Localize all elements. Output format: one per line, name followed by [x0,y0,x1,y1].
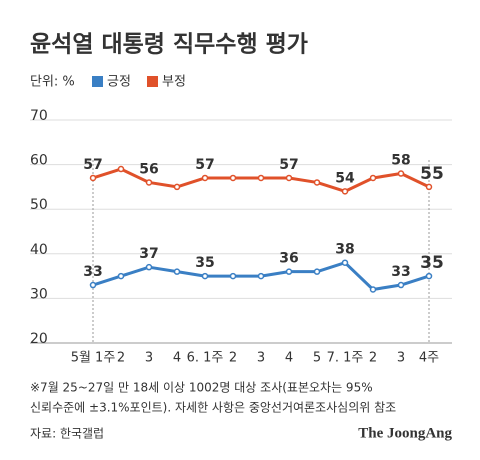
y-tick-label: 40 [30,242,48,258]
point [425,272,433,280]
x-tick-label: 2 [369,351,377,366]
data-label: 38 [335,242,354,258]
point [145,263,153,271]
point [397,281,405,289]
x-tick-label: 4주 [419,351,439,366]
brand: The JoongAng [358,425,452,441]
point [285,174,293,182]
point [313,268,321,275]
point [285,268,293,275]
x-tick-label: 6. 1주 [187,351,224,366]
data-label: 55 [420,164,444,184]
point [229,174,237,182]
source: 자료: 한국갤럽 [30,427,104,441]
point [201,272,209,280]
point [229,272,237,280]
x-tick-label: 3 [397,351,405,366]
data-label: 57 [83,157,102,173]
data-label: 58 [391,153,410,169]
point [341,188,349,195]
point [369,286,377,293]
legend-label: 긍정 [107,75,131,90]
data-label: 57 [279,157,298,173]
point [313,179,321,186]
point [89,174,97,182]
data-label: 35 [420,253,444,273]
y-tick-label: 20 [30,331,48,347]
point [173,183,181,191]
x-tick-label: 3 [145,351,153,366]
x-tick-label: 5 [313,351,321,366]
point [369,174,377,182]
point [425,183,433,191]
x-tick-label: 4 [173,351,181,366]
legend-label: 부정 [162,75,186,90]
note: 신뢰수준에 ±3.1%포인트). 자세한 사항은 중앙선거여론조사심의위 참조 [30,401,396,415]
data-label: 36 [279,251,298,267]
x-tick-label: 4 [285,351,293,366]
y-tick-label: 70 [30,108,48,124]
data-label: 54 [335,170,355,186]
point [173,268,181,275]
point [397,170,405,177]
point [341,259,349,266]
x-tick-label: 5월 1주 [71,351,116,366]
x-tick-label: 3 [257,351,265,366]
y-tick-label: 50 [30,197,48,213]
data-label: 33 [391,264,410,280]
point [117,272,125,280]
legend-swatch [147,76,158,87]
x-tick-label: 2 [117,351,125,366]
y-tick-label: 30 [30,286,48,302]
point [117,165,125,173]
note: ※7월 25~27일 만 18세 이상 1002명 대상 조사(표본오차는 95… [30,381,373,395]
legend-swatch [92,76,103,87]
point [201,174,209,182]
y-tick-label: 60 [30,153,48,169]
data-label: 57 [195,157,214,173]
x-tick-label: 2 [229,351,237,366]
data-label: 56 [139,161,158,177]
chart-title: 윤석열 대통령 직무수행 평가 [30,32,308,58]
point [257,174,265,182]
x-tick-label: 7. 1주 [327,351,364,366]
point [257,272,265,280]
point [89,281,97,289]
unit-label: 단위: % [30,75,75,90]
data-label: 37 [139,246,158,262]
point [145,179,153,186]
data-label: 33 [83,264,102,280]
data-label: 35 [195,255,214,271]
